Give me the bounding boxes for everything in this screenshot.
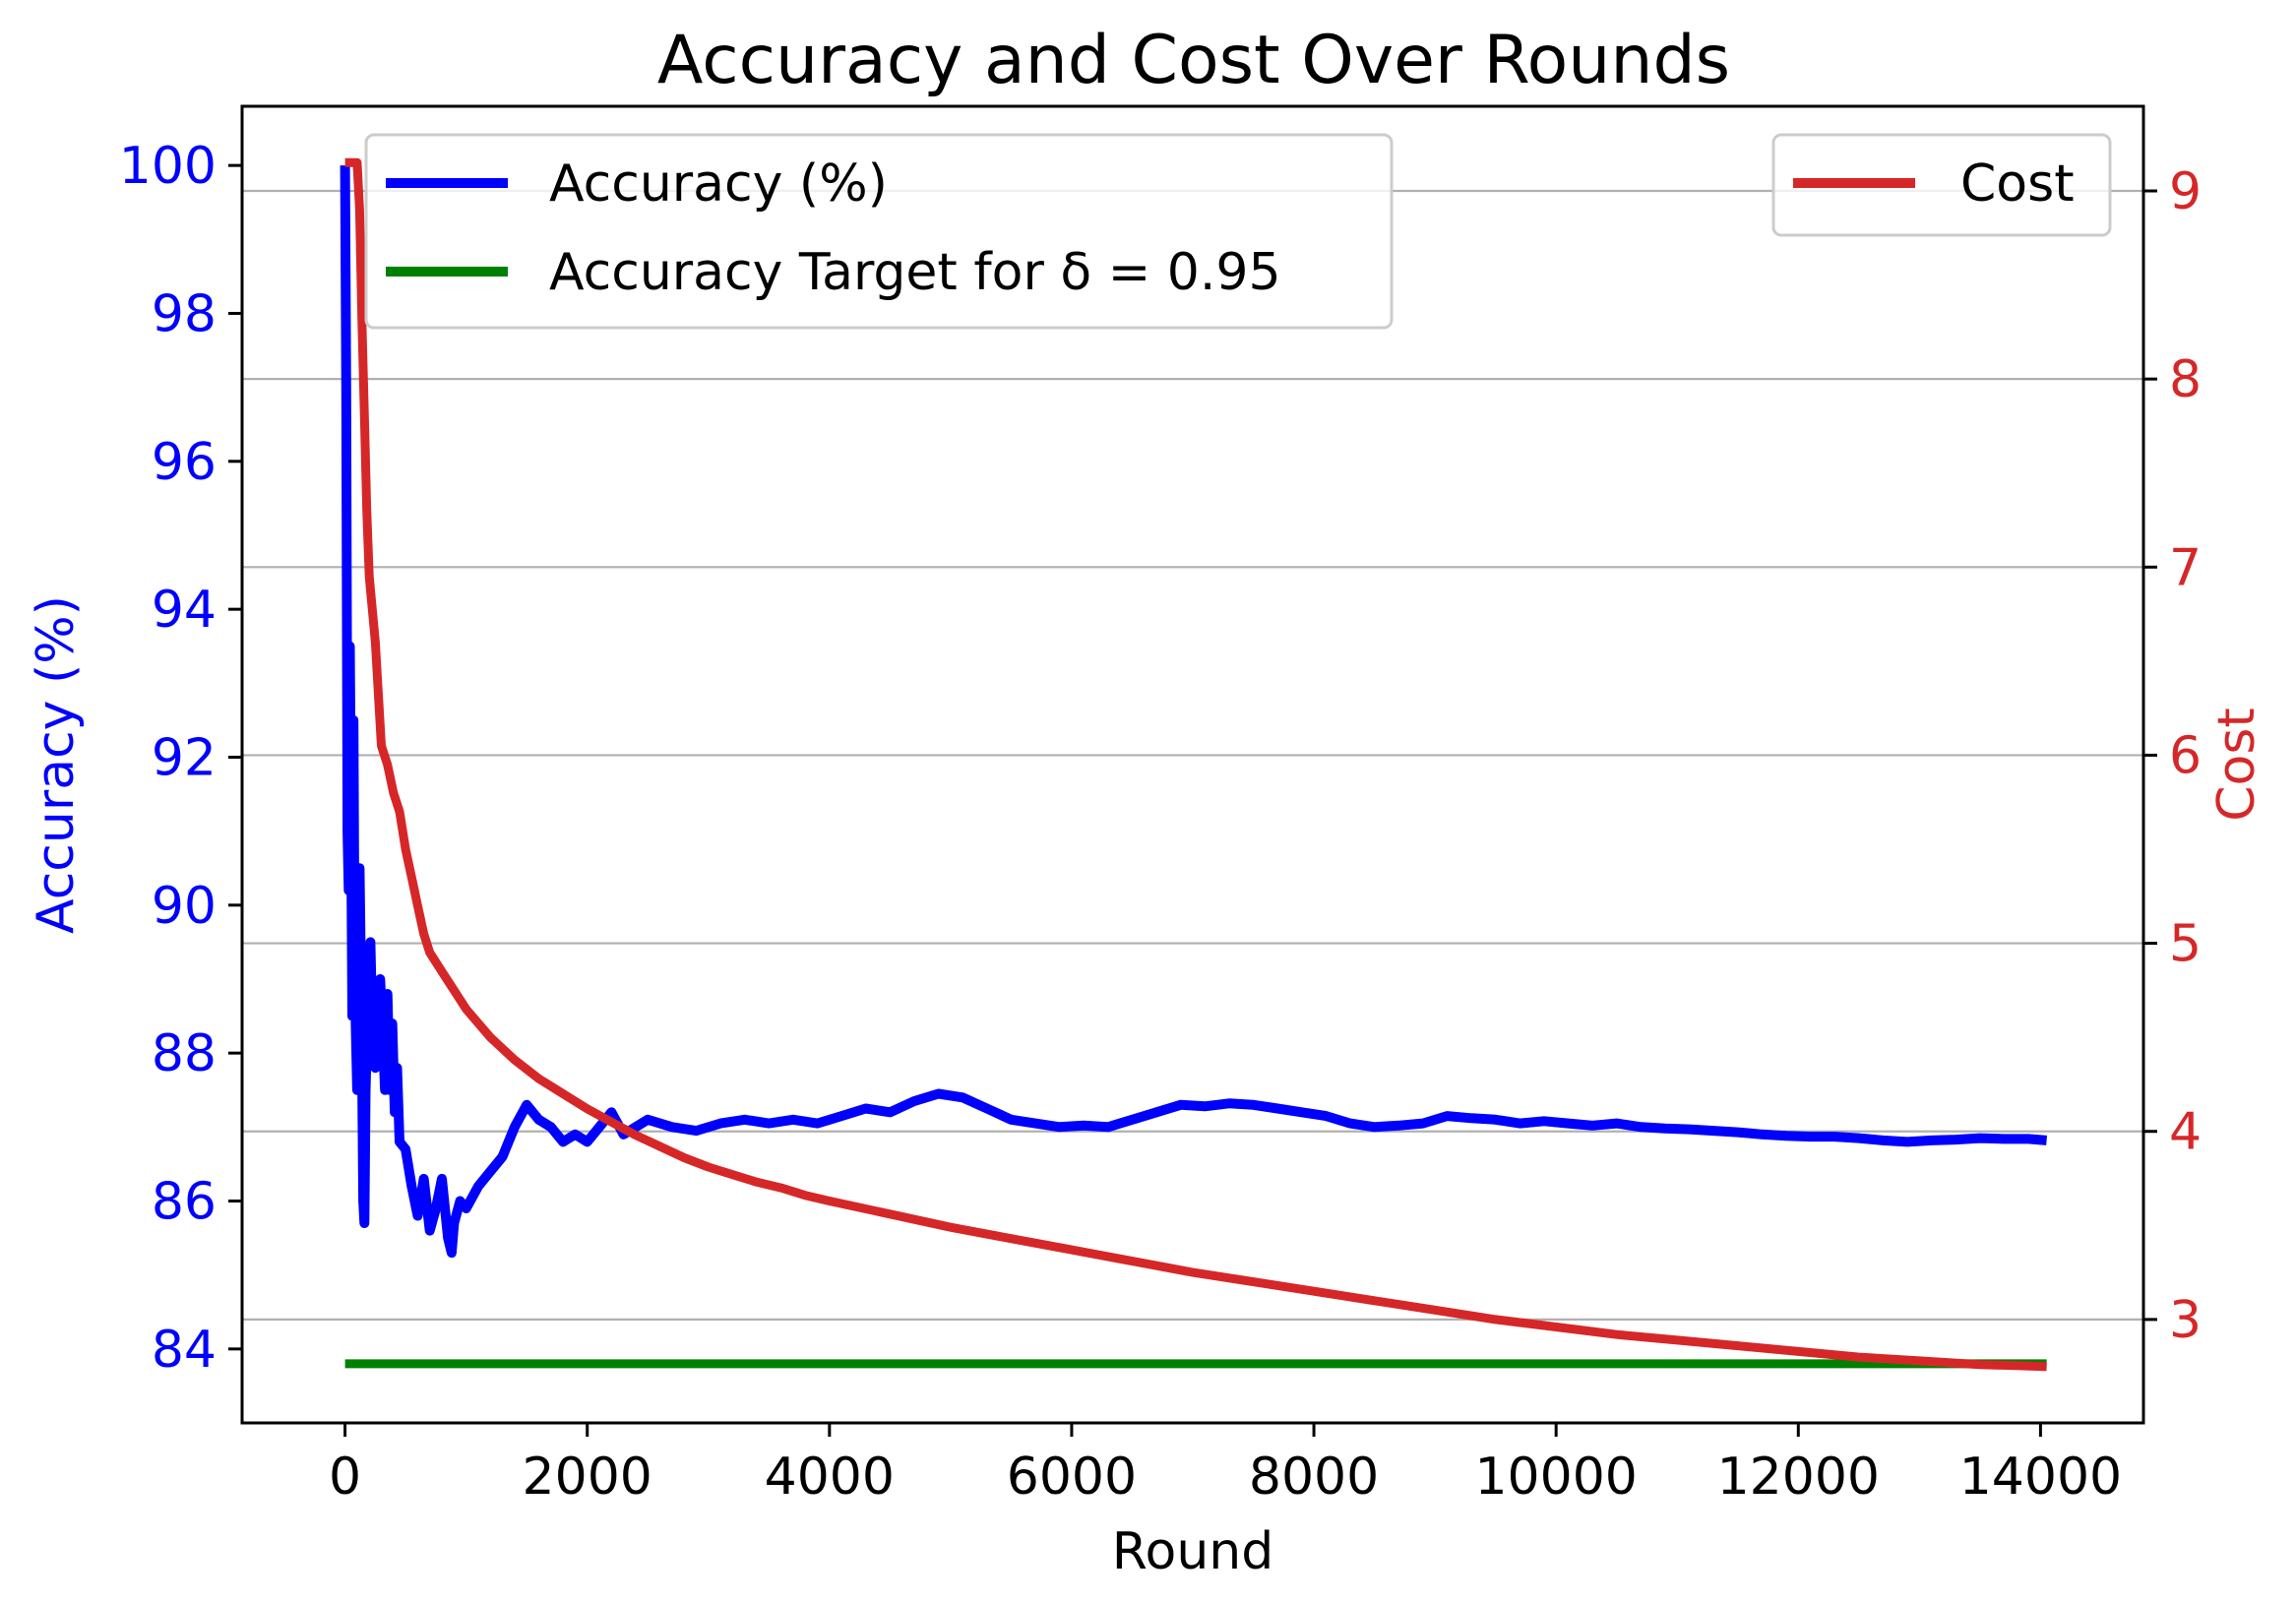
right-tick-label-5: 8: [2169, 350, 2202, 409]
x-tick-label-0: 0: [329, 1448, 361, 1507]
x-tick-label-6: 12000: [1717, 1448, 1880, 1507]
right-tick-label-2: 5: [2169, 915, 2202, 974]
legend-accuracy-box: [364, 133, 1394, 330]
legend-cost-box: [1771, 133, 2112, 237]
left-tick-label-6: 96: [152, 433, 217, 492]
left-tick-label-7: 98: [152, 284, 217, 343]
left-tick-label-1: 86: [152, 1172, 217, 1231]
right-tick-label-4: 7: [2169, 538, 2202, 597]
accuracy-line: [340, 165, 2048, 1259]
right-axis-ticks: 3 4 5 6 7 8 9: [2143, 162, 2202, 1350]
plot-frame: [240, 104, 2145, 1425]
legend-accuracy-label: Accuracy (%): [549, 154, 888, 214]
left-tick-label-4: 92: [152, 728, 217, 787]
x-tick-label-3: 6000: [1007, 1448, 1137, 1507]
x-tick-label-7: 14000: [1959, 1448, 2122, 1507]
left-axis-label: Accuracy (%): [27, 595, 86, 934]
x-tick-label-1: 2000: [523, 1448, 652, 1507]
right-axis-label: Cost: [2207, 708, 2266, 822]
x-axis-ticks: 0 2000 4000 6000 8000 10000 12000 14000: [329, 1423, 2122, 1507]
right-tick-label-3: 6: [2169, 726, 2202, 785]
x-tick-label-2: 4000: [765, 1448, 895, 1507]
x-tick-label-4: 8000: [1249, 1448, 1379, 1507]
chart-title: Accuracy and Cost Over Rounds: [657, 22, 1730, 99]
legend-accuracy: Accuracy (%) Accuracy Target for δ = 0.9…: [364, 133, 1394, 330]
right-tick-label-1: 4: [2169, 1103, 2202, 1162]
plot-series: [340, 157, 2048, 1372]
left-tick-label-0: 84: [152, 1321, 217, 1380]
right-tick-label-6: 9: [2169, 162, 2202, 221]
right-tick-label-0: 3: [2169, 1291, 2202, 1350]
left-tick-label-3: 90: [152, 877, 217, 936]
legend-target-label: Accuracy Target for δ = 0.95: [549, 243, 1281, 302]
left-tick-label-2: 88: [152, 1024, 217, 1083]
x-tick-label-5: 10000: [1474, 1448, 1637, 1507]
x-axis-label: Round: [1112, 1522, 1274, 1581]
left-axis-ticks: 84 86 88 90 92 94 96 98 100: [119, 137, 242, 1380]
left-tick-label-8: 100: [119, 137, 217, 196]
cost-line: [344, 157, 2047, 1372]
legend-cost: Cost: [1771, 133, 2112, 237]
left-tick-label-5: 94: [152, 581, 217, 640]
legend-cost-label: Cost: [1960, 154, 2075, 214]
grid-lines: [242, 189, 2143, 1321]
